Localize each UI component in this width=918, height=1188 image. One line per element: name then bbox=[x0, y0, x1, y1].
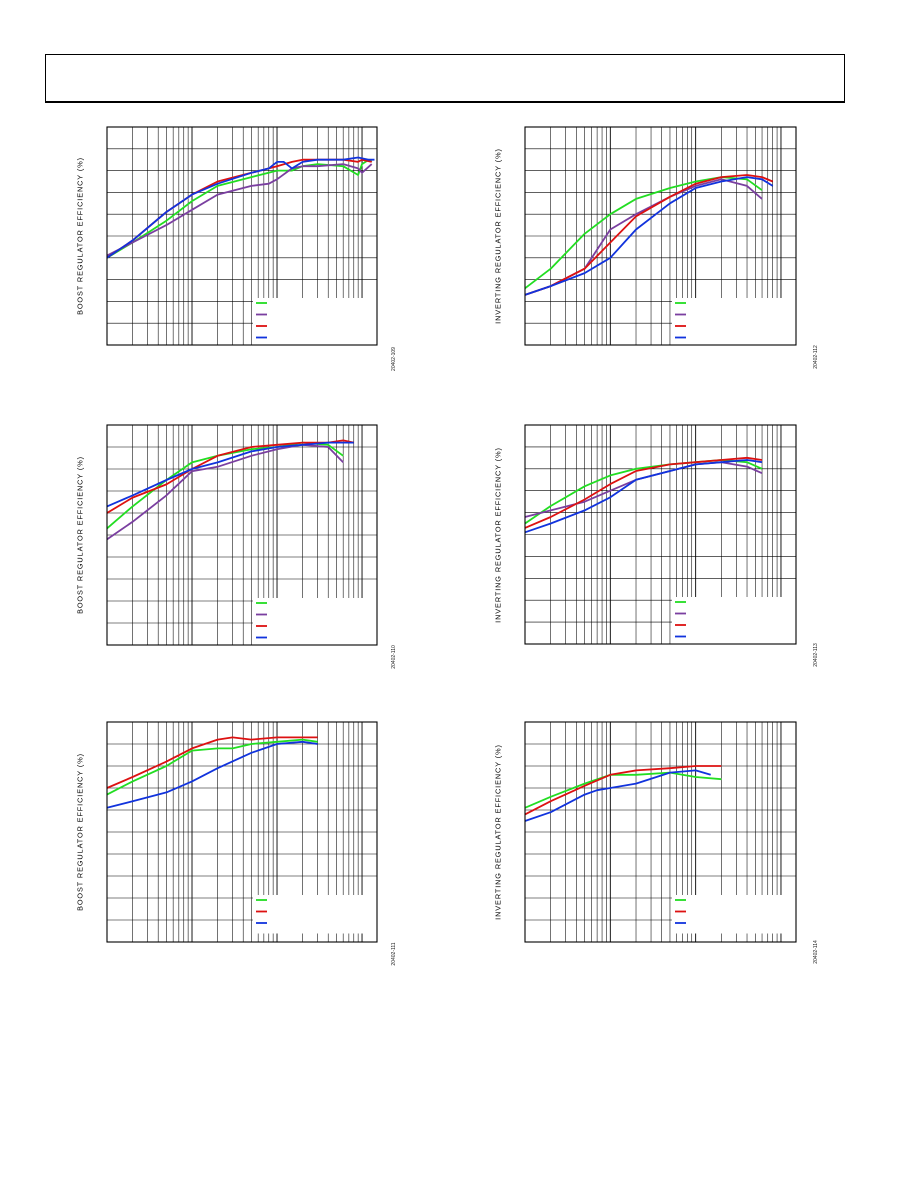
series-line-3 bbox=[106, 439, 354, 514]
plot-frame bbox=[106, 424, 378, 646]
plot-area-4 bbox=[524, 424, 797, 647]
series-line-1 bbox=[524, 176, 763, 290]
series-line-2 bbox=[106, 443, 344, 541]
plot-area-3 bbox=[106, 424, 378, 648]
y-axis-label: INVERTING REGULATOR EFFICIENCY (%) bbox=[493, 447, 503, 623]
series-line-3 bbox=[524, 174, 774, 296]
plot-frame bbox=[106, 126, 378, 346]
series-line-1 bbox=[106, 158, 373, 259]
figure-id: 20402-113 bbox=[813, 643, 819, 667]
series-line-4 bbox=[524, 459, 763, 534]
plot-frame bbox=[106, 721, 378, 943]
legend bbox=[672, 298, 796, 348]
y-axis-label: BOOST REGULATOR EFFICIENCY (%) bbox=[75, 753, 85, 911]
grid bbox=[525, 722, 796, 942]
series-line-3 bbox=[106, 740, 318, 809]
plot-frame bbox=[524, 721, 797, 943]
figure-id: 20402-110 bbox=[391, 645, 397, 669]
series-line-2 bbox=[106, 736, 318, 789]
figure-id: 20402-111 bbox=[391, 942, 397, 966]
legend bbox=[253, 895, 377, 934]
legend-box bbox=[672, 597, 796, 647]
efficiency-chart-2: INVERTING REGULATOR EFFICIENCY (%) 20402… bbox=[494, 126, 825, 372]
series-line-3 bbox=[524, 769, 711, 822]
plot-frame bbox=[524, 424, 797, 645]
legend bbox=[253, 298, 377, 348]
figure-id: 20402-114 bbox=[813, 940, 819, 964]
figure-id: 20402-112 bbox=[813, 345, 819, 369]
legend bbox=[672, 597, 796, 647]
series-line-4 bbox=[106, 156, 375, 259]
series-line-3 bbox=[106, 158, 372, 259]
y-axis-label: INVERTING REGULATOR EFFICIENCY (%) bbox=[493, 148, 503, 324]
series-line-3 bbox=[524, 456, 763, 529]
y-axis-label: BOOST REGULATOR EFFICIENCY (%) bbox=[75, 456, 85, 614]
y-axis-label: INVERTING REGULATOR EFFICIENCY (%) bbox=[493, 744, 503, 920]
legend-box bbox=[253, 598, 377, 648]
legend bbox=[672, 895, 796, 934]
series-line-2 bbox=[106, 163, 373, 257]
series-line-1 bbox=[106, 738, 318, 796]
legend-box bbox=[253, 298, 377, 348]
efficiency-chart-4: INVERTING REGULATOR EFFICIENCY (%) 20402… bbox=[494, 424, 825, 670]
legend-box bbox=[672, 298, 796, 348]
legend bbox=[253, 598, 377, 648]
efficiency-chart-5: BOOST REGULATOR EFFICIENCY (%) 20402-111 bbox=[76, 721, 407, 967]
plot-area-5 bbox=[106, 721, 378, 943]
series-line-1 bbox=[524, 771, 722, 809]
page-header bbox=[45, 54, 845, 103]
plot-frame bbox=[524, 126, 797, 346]
plot-area-6 bbox=[524, 721, 797, 943]
legend-box bbox=[672, 895, 796, 934]
figure-id: 20402-109 bbox=[391, 347, 397, 371]
y-axis-label: BOOST REGULATOR EFFICIENCY (%) bbox=[75, 157, 85, 315]
efficiency-chart-3: BOOST REGULATOR EFFICIENCY (%) 20402-110 bbox=[76, 424, 407, 670]
plot-area-1 bbox=[106, 126, 378, 348]
efficiency-chart-1: BOOST REGULATOR EFFICIENCY (%) 20402-109 bbox=[76, 126, 407, 372]
legend-box bbox=[253, 895, 377, 934]
series-line-4 bbox=[106, 441, 354, 508]
series-line-1 bbox=[106, 441, 344, 530]
plot-area-2 bbox=[524, 126, 797, 348]
series-line-2 bbox=[524, 765, 722, 816]
efficiency-chart-6: INVERTING REGULATOR EFFICIENCY (%) 20402… bbox=[494, 721, 825, 967]
series-line-4 bbox=[524, 176, 774, 296]
